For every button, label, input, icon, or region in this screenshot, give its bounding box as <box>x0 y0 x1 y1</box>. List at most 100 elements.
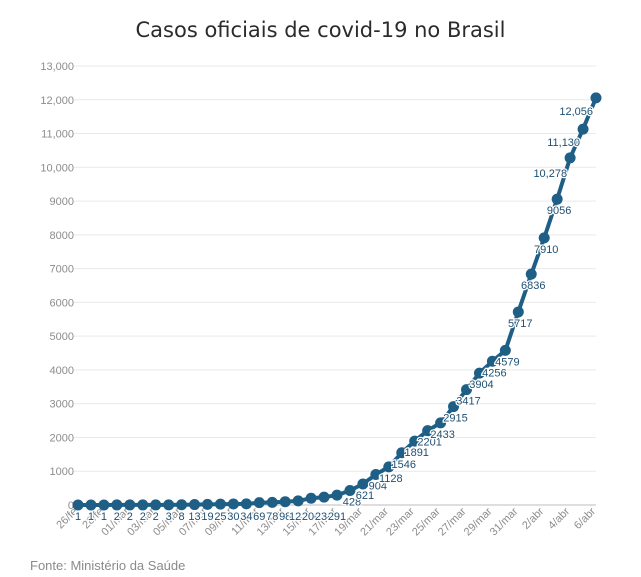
data-label: 428 <box>343 497 361 509</box>
x-tick-label: 25/mar <box>410 505 443 538</box>
data-label: 13 <box>188 511 200 523</box>
x-tick-label: 6/abr <box>572 505 598 531</box>
data-label: 2 <box>153 511 159 523</box>
data-label: 2433 <box>430 429 454 441</box>
data-label: 69 <box>253 511 265 523</box>
data-point <box>344 485 356 497</box>
data-point <box>331 489 343 501</box>
data-point <box>176 499 188 511</box>
data-label: 78 <box>266 511 278 523</box>
data-point <box>253 497 265 509</box>
data-label: 3904 <box>469 379 493 391</box>
data-point <box>435 417 447 429</box>
gridlines <box>74 65 596 506</box>
x-tick-label: 2/abr <box>520 505 546 531</box>
data-label: 621 <box>356 490 374 502</box>
data-label: 12,056 <box>559 106 593 118</box>
data-point <box>499 344 511 356</box>
data-label: 1 <box>88 511 94 523</box>
x-tick-label: 23/mar <box>384 505 417 538</box>
data-point <box>486 355 498 367</box>
y-tick-label: 9000 <box>50 196 74 208</box>
y-tick-label: 8000 <box>50 230 74 242</box>
data-point <box>85 499 97 511</box>
data-label: 25 <box>214 511 226 523</box>
data-point <box>137 499 149 511</box>
data-label: 98 <box>279 511 291 523</box>
data-label: 11,130 <box>547 137 580 149</box>
data-label: 291 <box>328 511 346 523</box>
data-label: 234 <box>315 511 333 523</box>
data-point <box>577 123 589 135</box>
y-tick-label: 5000 <box>50 331 74 343</box>
data-point <box>370 468 382 480</box>
y-tick-label: 12,000 <box>40 95 74 107</box>
data-point <box>111 499 123 511</box>
data-label: 1 <box>101 511 107 523</box>
data-point <box>538 232 550 244</box>
data-point <box>266 496 278 508</box>
y-tick-label: 10,000 <box>40 162 74 174</box>
data-point <box>551 193 563 205</box>
data-label: 6836 <box>521 280 545 292</box>
data-label: 904 <box>369 480 387 492</box>
data-label: 1546 <box>392 459 416 471</box>
data-point <box>292 495 304 507</box>
x-tick-label: 4/abr <box>546 505 572 531</box>
data-label: 30 <box>227 511 239 523</box>
y-tick-label: 1000 <box>50 466 74 478</box>
data-label: 4256 <box>482 367 506 379</box>
data-point <box>189 499 201 511</box>
x-tick-label: 29/mar <box>462 505 495 538</box>
data-point <box>357 478 369 490</box>
data-point <box>448 401 460 413</box>
data-point <box>279 496 291 508</box>
data-label: 1128 <box>379 473 403 485</box>
data-point <box>150 499 162 511</box>
data-label: 19 <box>201 511 213 523</box>
data-point <box>72 499 84 511</box>
chart-source: Fonte: Ministério da Saúde <box>30 558 186 573</box>
data-point <box>383 461 395 473</box>
data-point <box>564 152 576 164</box>
data-point <box>240 498 252 510</box>
data-point <box>461 384 472 396</box>
data-point <box>227 498 239 510</box>
data-label: 200 <box>302 511 320 523</box>
data-label: 1 <box>75 511 81 523</box>
y-tick-label: 7000 <box>50 264 74 276</box>
data-point <box>422 425 434 437</box>
data-label: 9056 <box>547 205 571 217</box>
data-point <box>473 367 485 379</box>
data-label: 2 <box>140 511 146 523</box>
data-label: 7910 <box>534 244 558 256</box>
chart-title: Casos oficiais de covid-19 no Brasil <box>135 18 506 42</box>
data-point <box>124 499 136 511</box>
series-line <box>76 95 598 507</box>
series-line-group <box>76 95 598 507</box>
data-points <box>72 92 602 511</box>
data-point <box>590 92 602 104</box>
data-point <box>525 268 537 280</box>
data-point <box>512 306 524 318</box>
data-point <box>305 492 317 504</box>
data-point <box>318 491 330 503</box>
data-label: 8 <box>179 511 185 523</box>
data-point <box>214 498 226 510</box>
data-label: 34 <box>240 511 252 523</box>
data-point <box>98 499 110 511</box>
data-point <box>396 447 408 459</box>
data-label: 10,278 <box>533 168 567 180</box>
y-tick-label: 4000 <box>50 365 74 377</box>
data-point <box>202 498 213 510</box>
data-label: 3417 <box>456 396 480 408</box>
x-tick-label: 27/mar <box>436 505 469 538</box>
data-labels: 1 1 1 2 2 2 2 3 8 13 19 25 30 34 69 78 98121200234291428… <box>74 105 595 525</box>
data-label: 2915 <box>443 413 467 425</box>
data-label: 1891 <box>404 447 428 459</box>
data-point <box>163 499 175 511</box>
data-label: 3 <box>166 511 172 523</box>
data-point <box>409 435 421 447</box>
